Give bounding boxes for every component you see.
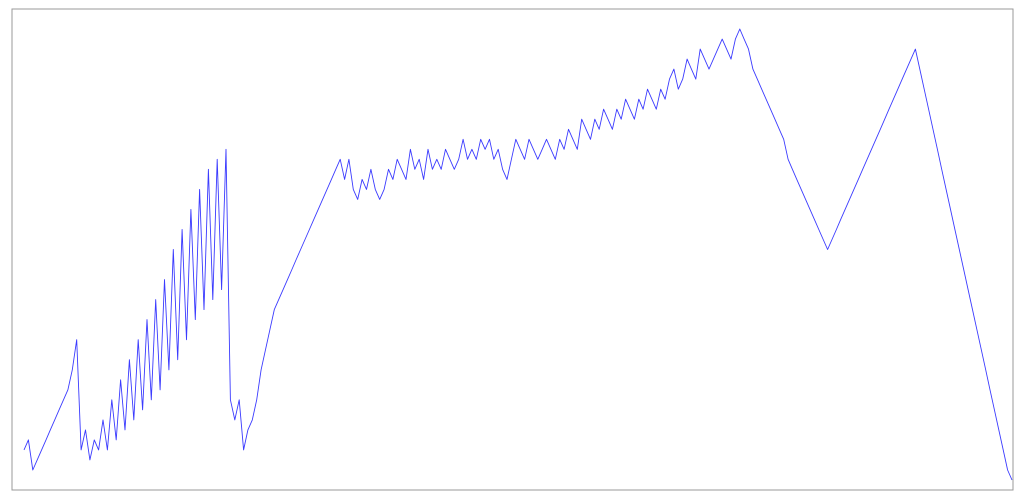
plot-frame: [11, 8, 1014, 491]
plot-background: [12, 9, 1013, 490]
series-line: [23, 28, 1013, 481]
